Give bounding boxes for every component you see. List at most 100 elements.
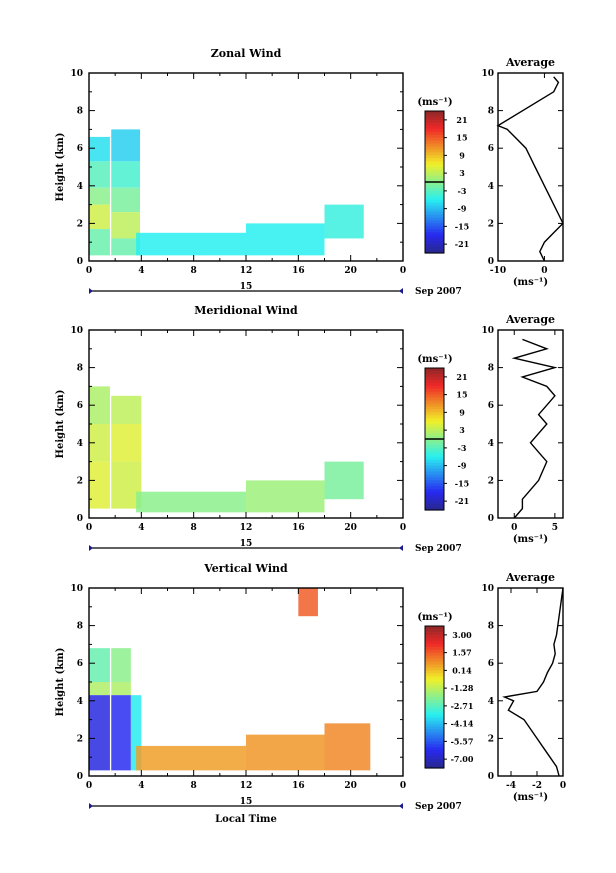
date-bar-start bbox=[89, 803, 93, 809]
heatmap-cell bbox=[324, 723, 371, 771]
colorbar-tick-label: -15 bbox=[455, 478, 469, 488]
panel-title: Zonal Wind bbox=[211, 47, 282, 60]
colorbar-swatch bbox=[425, 679, 444, 683]
colorbar-swatch bbox=[425, 406, 444, 411]
x-tick-label: 0 bbox=[400, 781, 406, 791]
average-y-tick-label: 2 bbox=[488, 219, 494, 229]
average-x-tick-label: 0 bbox=[560, 781, 566, 791]
y-tick-label: 8 bbox=[77, 364, 83, 374]
colorbar-swatch bbox=[425, 708, 444, 713]
colorbar-swatch bbox=[425, 415, 444, 419]
colorbar-swatch bbox=[425, 173, 444, 177]
average-profile-line bbox=[502, 587, 564, 777]
colorbar-swatch bbox=[425, 140, 444, 145]
colorbar-swatch bbox=[425, 241, 444, 245]
colorbar-swatch bbox=[425, 134, 444, 139]
colorbar-swatch bbox=[425, 756, 444, 760]
colorbar-unit: (ms⁻¹) bbox=[417, 612, 452, 623]
colorbar-swatch bbox=[425, 759, 444, 763]
colorbar-swatch bbox=[425, 155, 444, 159]
colorbar-swatch bbox=[425, 394, 444, 399]
colorbar-swatch bbox=[425, 235, 444, 239]
colorbar-tick-label: 1.57 bbox=[452, 648, 471, 658]
heatmap-cell bbox=[324, 461, 364, 500]
colorbar-swatch bbox=[425, 187, 444, 192]
x-tick-label: 8 bbox=[191, 781, 197, 791]
heatmap-cell bbox=[111, 161, 141, 188]
y-tick-label: 2 bbox=[77, 219, 83, 229]
colorbar-swatch bbox=[425, 501, 444, 505]
x-tick-label: 4 bbox=[138, 266, 144, 276]
colorbar-swatch bbox=[425, 223, 444, 227]
heatmap-cell bbox=[111, 424, 142, 462]
average-title: Average bbox=[505, 571, 555, 584]
x-tick-label: 0 bbox=[86, 266, 92, 276]
heatmap-cell bbox=[89, 648, 110, 682]
average-title: Average bbox=[505, 313, 555, 326]
colorbar-swatch bbox=[425, 697, 444, 701]
y-tick-label: 0 bbox=[77, 257, 83, 267]
colorbar-swatch bbox=[425, 465, 444, 470]
colorbar-swatch bbox=[425, 439, 444, 443]
colorbar-swatch bbox=[425, 732, 444, 737]
colorbar-swatch bbox=[425, 244, 444, 248]
heatmap-cell bbox=[246, 480, 325, 513]
colorbar-swatch bbox=[425, 193, 444, 198]
colorbar-swatch bbox=[425, 220, 444, 225]
colorbar-swatch bbox=[425, 640, 444, 645]
average-frame bbox=[497, 72, 564, 262]
colorbar-swatch bbox=[425, 634, 444, 639]
colorbar-swatch bbox=[425, 368, 444, 372]
average-y-tick-label: 10 bbox=[481, 326, 494, 336]
month-label: Sep 2007 bbox=[415, 287, 462, 297]
colorbar-swatch bbox=[425, 111, 444, 115]
colorbar-swatch bbox=[425, 480, 444, 484]
heatmap-cell bbox=[89, 229, 110, 256]
colorbar-swatch bbox=[425, 179, 444, 183]
y-tick-label: 10 bbox=[70, 69, 83, 79]
average-y-tick-label: 6 bbox=[488, 144, 494, 154]
date-bar-start bbox=[89, 288, 93, 294]
colorbar-unit: (ms⁻¹) bbox=[417, 97, 452, 108]
average-x-tick-label: -4 bbox=[506, 781, 516, 791]
average-y-tick-label: 10 bbox=[481, 584, 494, 594]
heatmap-cell bbox=[111, 648, 131, 682]
x-tick-label: 4 bbox=[138, 781, 144, 791]
colorbar-swatch bbox=[425, 400, 444, 405]
colorbar-swatch bbox=[425, 370, 444, 375]
y-tick-label: 4 bbox=[77, 439, 83, 449]
colorbar-swatch bbox=[425, 196, 444, 201]
colorbar-swatch bbox=[425, 444, 444, 449]
colorbar-swatch bbox=[425, 376, 444, 381]
colorbar-swatch bbox=[425, 753, 444, 757]
colorbar-swatch bbox=[425, 214, 444, 219]
colorbar-swatch bbox=[425, 149, 444, 154]
panel-title: Meridional Wind bbox=[194, 304, 298, 317]
colorbar-swatch bbox=[425, 379, 444, 384]
heatmap-cell bbox=[111, 212, 141, 239]
colorbar-swatch bbox=[425, 637, 444, 642]
x-tick-label: 16 bbox=[292, 781, 305, 791]
heatmap-cell bbox=[111, 695, 131, 771]
average-y-tick-label: 6 bbox=[488, 659, 494, 669]
colorbar-tick-label: -1.28 bbox=[451, 683, 474, 693]
colorbar-swatch bbox=[425, 717, 444, 722]
average-frame bbox=[497, 587, 564, 777]
colorbar-swatch bbox=[425, 161, 444, 165]
y-tick-label: 8 bbox=[77, 622, 83, 632]
colorbar-swatch bbox=[425, 388, 444, 393]
colorbar-swatch bbox=[425, 427, 444, 431]
y-tick-label: 0 bbox=[77, 772, 83, 782]
average-x-axis-label: (ms⁻¹) bbox=[513, 277, 548, 288]
colorbar-swatch bbox=[425, 670, 444, 674]
average-y-tick-label: 6 bbox=[488, 401, 494, 411]
x-tick-label: 16 bbox=[292, 523, 305, 533]
heatmap-cell bbox=[298, 588, 318, 617]
y-tick-label: 8 bbox=[77, 107, 83, 117]
colorbar-swatch bbox=[425, 471, 444, 476]
heatmap-cell bbox=[89, 424, 110, 462]
colorbar-tick-label: 21 bbox=[456, 115, 467, 125]
heatmap-cell bbox=[89, 695, 110, 771]
colorbar-swatch bbox=[425, 247, 444, 251]
